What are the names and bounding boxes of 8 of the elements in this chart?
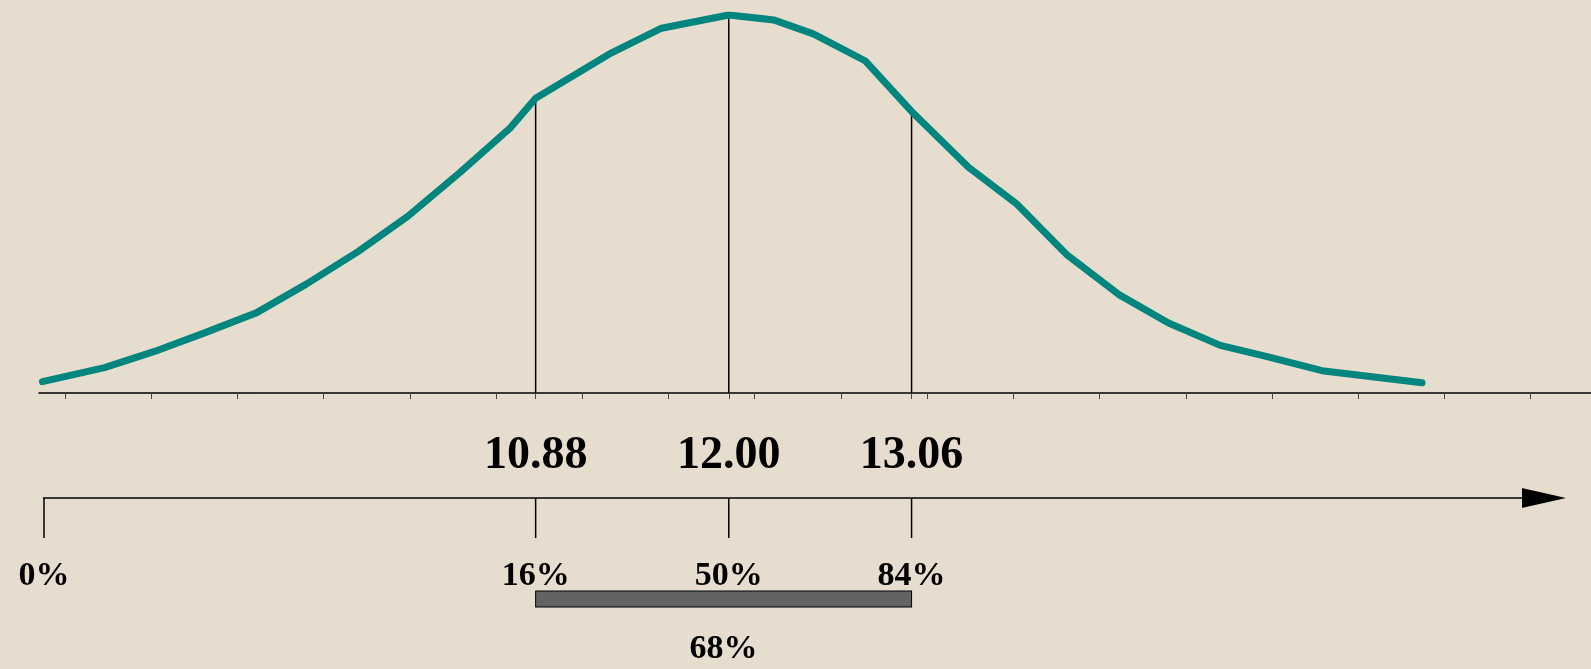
text: 68%	[689, 627, 758, 665]
x-tick-label: 10.88	[483, 426, 588, 478]
annotation: 50%	[694, 554, 763, 592]
annotation: 16%	[501, 554, 570, 592]
annotation: 84%	[877, 554, 946, 592]
x-tick-label: 12.00	[677, 426, 781, 478]
x-tick-label: 13.06	[859, 426, 964, 478]
text: 0%	[18, 554, 70, 592]
